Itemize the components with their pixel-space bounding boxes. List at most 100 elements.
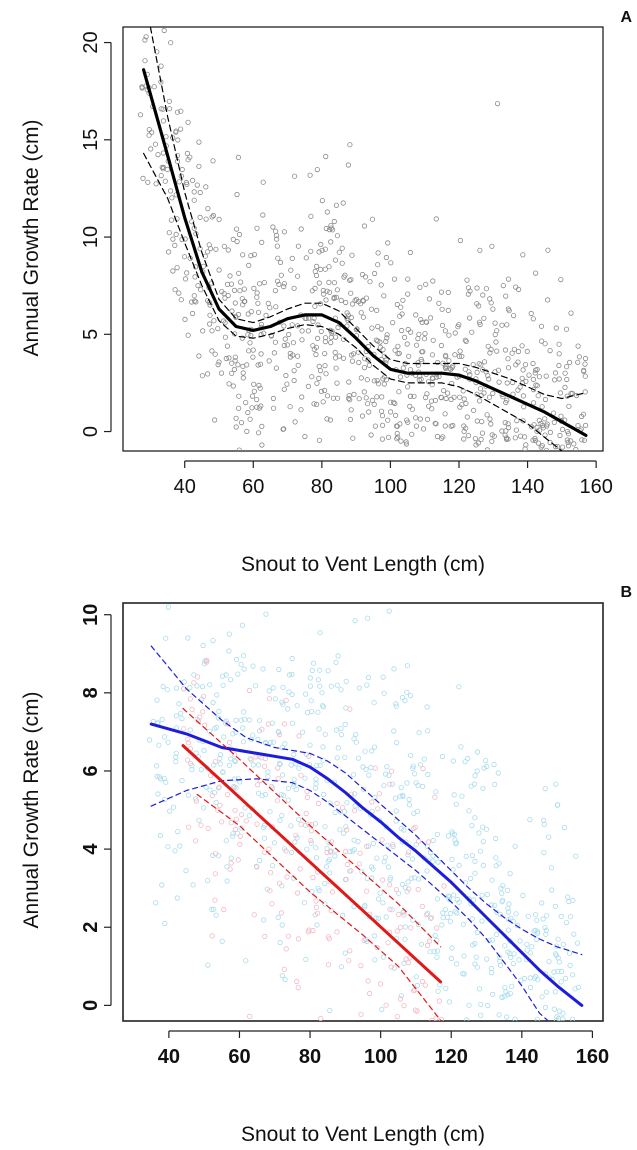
scatter-point [360,314,366,320]
scatter-point [573,392,580,399]
scatter-point [320,791,327,798]
scatter-point [153,181,159,187]
scatter-point [414,1008,420,1014]
scatter-point [316,363,322,369]
scatter-point [405,852,411,858]
scatter-point [497,962,504,968]
scatter-point [556,1008,563,1014]
scatter-point [266,846,272,852]
scatter-point [473,442,479,448]
scatter-point [454,896,460,903]
scatter-point [324,393,331,399]
scatter-point [162,178,168,184]
scatter-point [544,913,550,919]
scatter-point [289,691,295,698]
scatter-point [393,703,399,709]
scatter-point [479,430,486,436]
panel-a: 40 60 80 100 120 140 160 0 5 10 15 20 Snout to Vent… [20,9,632,576]
scatter-point [197,189,203,196]
scatter-point [542,416,548,422]
scatter-point [381,783,387,789]
scatter-point [384,335,390,341]
scatter-point [520,252,526,258]
y-tick-label: 2 [80,922,102,933]
scatter-point [398,993,404,999]
scatter-point [200,328,206,334]
scatter-point [315,677,321,683]
scatter-point [374,394,380,400]
scatter-point [205,877,211,884]
scatter-point [308,828,315,834]
scatter-point [250,354,256,360]
scatter-point [322,266,328,272]
scatter-point [361,389,367,395]
scatter-point [442,364,448,370]
scatter-point [255,309,262,315]
scatter-point [405,276,411,282]
scatter-point [513,911,519,917]
scatter-point [364,888,370,894]
scatter-point [471,897,477,903]
scatter-point [325,962,332,968]
scatter-point [294,703,300,709]
scatter-point [250,663,256,669]
scatter-point [210,637,216,644]
scatter-point [401,334,408,340]
scatter-point [379,394,385,400]
scatter-point [403,441,410,447]
scatter-point [565,443,572,449]
scatter-point [194,683,200,689]
ci-upper-line [149,27,587,400]
x-tick-label: 60 [228,1046,250,1068]
scatter-point [305,929,311,935]
scatter-point [337,809,343,815]
scatter-point [228,281,235,287]
scatter-point [256,382,262,388]
scatter-point [503,428,509,434]
scatter-point [533,936,540,943]
scatter-point [174,109,180,115]
scatter-point [324,849,330,856]
scatter-point [147,737,153,743]
scatter-point [364,615,371,621]
scatter-point [265,300,271,306]
scatter-point [417,762,424,768]
scatter-point [493,339,499,345]
scatter-point [207,312,213,318]
scatter-point [236,447,242,451]
scatter-point [262,933,268,940]
scatter-point [520,418,526,424]
scatter-point [401,827,407,833]
scatter-point [350,772,357,778]
scatter-point [558,276,564,283]
y-tick-label: 0 [80,426,102,437]
scatter-point [478,1001,484,1007]
scatter-point [303,255,309,261]
scatter-point [359,271,366,278]
scatter-point [348,868,354,874]
scatter-point [345,162,351,168]
scatter-point [209,792,215,799]
scatter-point [326,856,333,863]
scatter-point [248,253,254,259]
scatter-point [412,415,419,421]
scatter-point [406,802,412,808]
scatter-point [217,802,223,808]
scatter-point [360,297,366,303]
scatter-point [323,153,329,160]
scatter-point [246,717,252,723]
panel-b-clip-group [147,604,584,1021]
scatter-point [333,727,340,733]
scatter-point [561,824,568,831]
scatter-point [446,999,452,1005]
scatter-point [538,338,545,344]
scatter-point [535,977,541,983]
scatter-point [283,372,289,379]
scatter-point [449,945,455,951]
scatter-point [445,893,451,899]
scatter-point [552,903,559,910]
scatter-point [557,432,563,439]
scatter-point [413,974,419,980]
scatter-point [260,917,267,923]
scatter-point [228,756,234,762]
